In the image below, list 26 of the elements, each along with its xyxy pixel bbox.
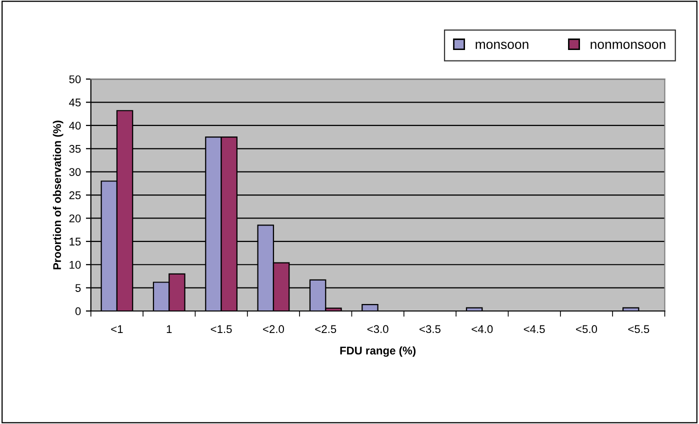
x-tick-label: <3.0 — [367, 325, 388, 334]
x-tick-label: <5.5 — [628, 325, 650, 334]
x-tick-label: <1.5 — [210, 325, 232, 334]
y-tick-label: 5 — [75, 284, 81, 292]
x-tick-label: <2.5 — [315, 325, 336, 334]
y-tick-label: 40 — [69, 122, 81, 130]
x-tick-label: <2.0 — [263, 325, 284, 334]
x-tick-label: <3.5 — [420, 325, 440, 334]
x-tick-label: 1 — [166, 325, 172, 333]
x-tick-label: <4.5 — [524, 325, 545, 334]
y-tick-label: 15 — [70, 238, 81, 246]
x-tick-label: <5.0 — [576, 325, 598, 334]
y-tick-label: 50 — [69, 75, 81, 84]
y-tick-label: 0 — [75, 307, 81, 316]
y-tick-label: 20 — [69, 214, 81, 222]
y-tick-label: 30 — [69, 168, 81, 176]
y-tick-label: 45 — [69, 98, 81, 106]
legend-label: nonmonsoon — [590, 42, 666, 50]
x-axis-title: FDU range (%) — [340, 346, 416, 357]
x-tick-label: <4.0 — [472, 325, 493, 334]
legend-label: monsoon — [476, 42, 528, 50]
x-tick-label: <1 — [111, 325, 123, 333]
y-axis-title: Proortion of observation (%) — [52, 120, 64, 270]
y-tick-label: 35 — [69, 144, 81, 153]
y-tick-label: 10 — [70, 260, 81, 269]
y-tick-label: 25 — [69, 191, 81, 200]
